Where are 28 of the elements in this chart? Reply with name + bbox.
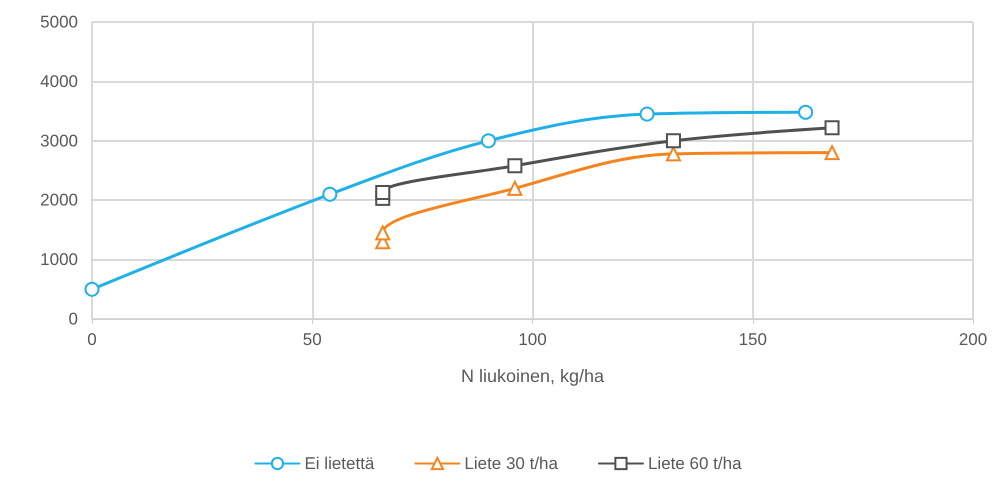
y-tick-label: 3000 [40, 131, 78, 150]
legend-label: Liete 60 t/ha [648, 454, 742, 473]
point [824, 120, 840, 136]
x-tick-label: 0 [87, 330, 97, 349]
point [507, 158, 522, 174]
point [375, 184, 390, 200]
x-tick-label: 100 [518, 330, 547, 349]
point [824, 145, 840, 160]
x-tick-label: 150 [738, 330, 767, 349]
y-tick-label: 0 [68, 310, 78, 328]
legend-label: Liete 30 t/ha [464, 454, 559, 473]
point [322, 186, 338, 202]
point [666, 133, 681, 148]
x-tick-label: 50 [302, 330, 322, 349]
legend-label: Ei lietettä [304, 454, 375, 473]
x-axis-title: N liukoinen, kg/ha [460, 366, 606, 386]
point [798, 104, 814, 120]
y-tick-label: 4000 [40, 72, 78, 91]
y-tick-label: 2000 [40, 190, 78, 210]
point [640, 106, 655, 122]
y-tick-label: 1000 [40, 250, 78, 270]
point [507, 180, 522, 196]
point [375, 225, 390, 240]
point [480, 133, 496, 148]
y-tick-label: 5000 [40, 12, 78, 32]
point [666, 146, 681, 162]
x-tick-label: 200 [958, 330, 988, 349]
point [84, 282, 100, 297]
